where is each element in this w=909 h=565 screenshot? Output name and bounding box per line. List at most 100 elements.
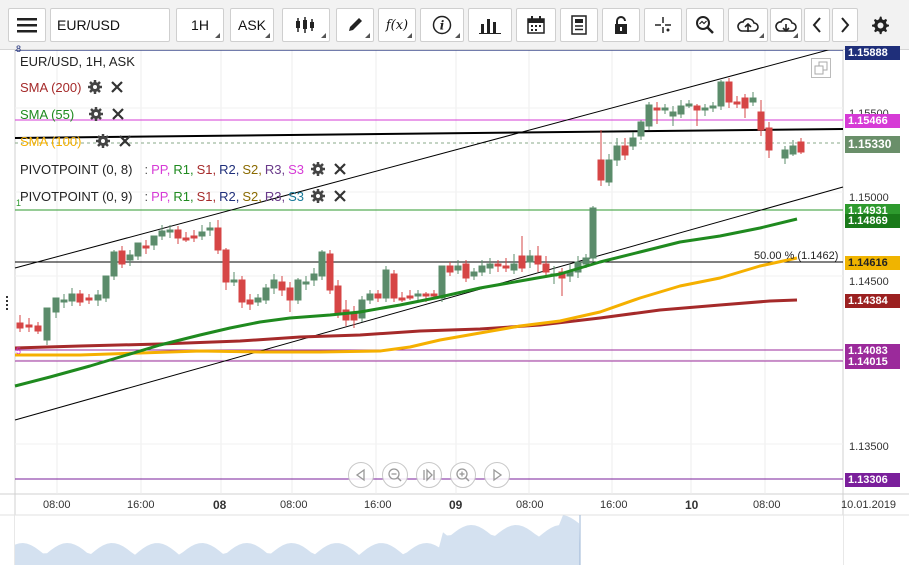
time-label: 08	[213, 498, 227, 512]
calendar-button[interactable]	[516, 8, 556, 42]
crosshair-icon	[655, 17, 671, 33]
lock-button[interactable]	[602, 8, 640, 42]
candle-up	[294, 279, 302, 301]
settings-button[interactable]	[864, 8, 896, 42]
candle-down	[142, 245, 150, 249]
legend-sma55[interactable]: SMA (55)	[20, 106, 126, 122]
candle-down	[390, 273, 398, 299]
legend-pivot2[interactable]: PIVOTPOINT (0, 9) : PP, R1, S1, R2, S2, …	[20, 188, 348, 204]
r2-label: R2,	[219, 161, 240, 177]
candle-up	[254, 297, 262, 303]
timeframe-select[interactable]: 1H	[176, 8, 224, 42]
crosshair-button[interactable]	[644, 8, 682, 42]
time-label: 08:00	[280, 499, 308, 511]
candle-down	[238, 279, 246, 303]
time-label: 16:00	[364, 499, 392, 511]
svg-text:i: i	[440, 19, 445, 33]
maximize-button[interactable]	[811, 58, 831, 78]
price-label-sma100: 1.14616	[845, 256, 900, 270]
candle-up	[582, 257, 590, 265]
draw-tool-button[interactable]	[336, 8, 374, 42]
close-icon[interactable]	[332, 188, 348, 204]
candle-up	[94, 294, 102, 301]
drag-handle[interactable]	[6, 296, 9, 310]
candle-up	[43, 307, 51, 341]
news-button[interactable]	[560, 8, 598, 42]
gear-icon[interactable]	[310, 161, 326, 177]
nav-forward-button[interactable]	[484, 462, 510, 488]
close-icon[interactable]	[109, 79, 125, 95]
marker-five: 5	[16, 346, 22, 356]
candle-up	[589, 207, 597, 259]
indicators-button[interactable]: f(x)	[378, 8, 416, 42]
zoom-button[interactable]	[686, 8, 724, 42]
close-icon[interactable]	[110, 106, 126, 122]
legend-sma100[interactable]: SMA (100)	[20, 133, 133, 149]
close-icon[interactable]	[332, 161, 348, 177]
time-label: 08:00	[516, 499, 544, 511]
price-chart[interactable]	[0, 50, 909, 565]
download-button[interactable]	[770, 8, 802, 42]
resistance-line	[14, 128, 844, 139]
gear-icon[interactable]	[88, 106, 104, 122]
s3-label: S3	[288, 188, 304, 204]
price-type-select[interactable]: ASK	[230, 8, 274, 42]
pivot1-label: PIVOTPOINT (0, 8)	[20, 161, 133, 177]
candle-down	[174, 229, 182, 239]
arrow-right-icon	[493, 468, 503, 482]
candle-down	[765, 127, 773, 151]
time-label: 09	[449, 498, 463, 512]
sma200-label: SMA (200)	[20, 79, 82, 95]
candle-up	[470, 271, 478, 277]
volume-area	[15, 515, 580, 565]
price-tick: 1.14500	[849, 276, 889, 288]
gear-icon[interactable]	[310, 188, 326, 204]
maximize-icon	[814, 61, 828, 75]
candle-down	[518, 255, 526, 269]
time-label: 08:00	[753, 499, 781, 511]
candle-up	[526, 255, 534, 263]
candle-up	[60, 299, 68, 303]
close-icon[interactable]	[117, 133, 133, 149]
legend-sma200[interactable]: SMA (200)	[20, 79, 125, 95]
scroll-right-button[interactable]	[832, 8, 858, 42]
price-label-r2: 1.15888	[845, 46, 900, 60]
candle-up	[198, 231, 206, 237]
info-button[interactable]: i	[420, 8, 464, 42]
zoom-out-button[interactable]	[382, 462, 408, 488]
symbol-input[interactable]: EUR/USD	[50, 8, 170, 42]
scroll-left-button[interactable]	[804, 8, 830, 42]
candle-down	[118, 250, 126, 265]
candle-down	[757, 111, 765, 131]
bar-chart-button[interactable]	[468, 8, 512, 42]
legend-pivot1[interactable]: PIVOTPOINT (0, 8) : PP, R1, S1, R2, S2, …	[20, 161, 348, 177]
reset-icon	[423, 468, 435, 482]
zoom-in-button[interactable]	[450, 462, 476, 488]
candle-down	[182, 237, 190, 241]
candle-up	[366, 293, 374, 301]
pencil-icon	[349, 18, 362, 31]
nav-back-button[interactable]	[348, 462, 374, 488]
reset-view-button[interactable]	[416, 462, 442, 488]
upload-button[interactable]	[728, 8, 768, 42]
pivot2-sep: :	[144, 188, 149, 204]
chart-type-button[interactable]	[282, 8, 330, 42]
candle-up	[677, 105, 685, 115]
candle-down	[741, 97, 749, 109]
gear-icon[interactable]	[95, 133, 111, 149]
candle-down	[286, 287, 294, 301]
menu-button[interactable]	[8, 8, 46, 42]
chart-area[interactable]: EUR/USD, 1H, ASK SMA (200) SMA (55) SMA …	[0, 44, 909, 565]
price-tick: 1.15000	[849, 192, 889, 204]
marker-top: 8	[16, 44, 22, 54]
gear-icon[interactable]	[87, 79, 103, 95]
candle-up	[510, 263, 518, 271]
sma200-line	[14, 298, 798, 350]
candle-up	[126, 254, 134, 261]
gear-icon	[872, 16, 889, 35]
candle-up	[230, 279, 238, 283]
candle-down	[494, 263, 502, 267]
candle-down	[797, 141, 805, 153]
candle-down	[542, 263, 550, 273]
price-label-pp: 1.15466	[845, 114, 900, 128]
